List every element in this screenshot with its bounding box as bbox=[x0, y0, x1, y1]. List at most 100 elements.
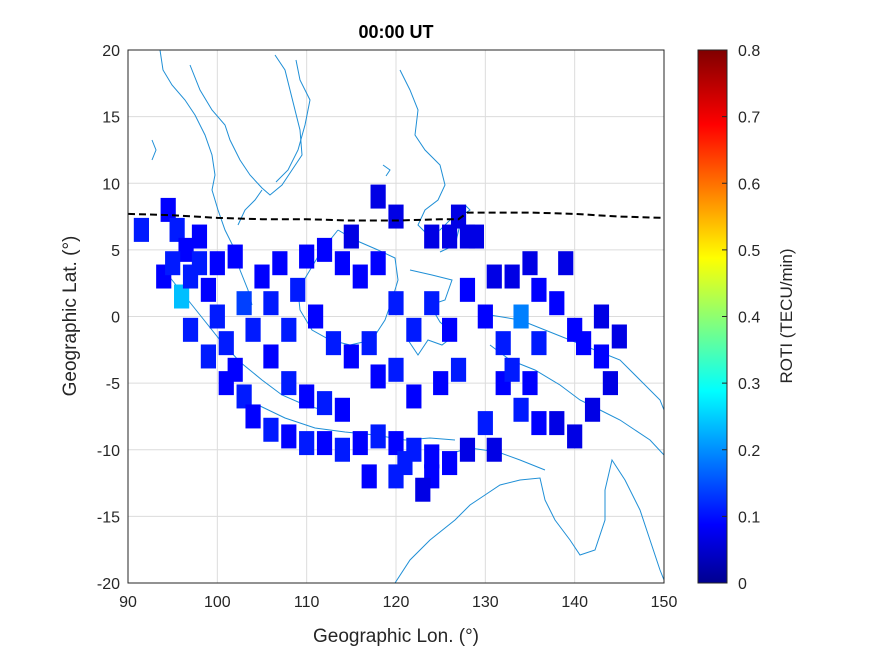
roti-cell bbox=[343, 224, 359, 249]
roti-cell bbox=[522, 251, 538, 276]
roti-cell bbox=[209, 251, 225, 276]
roti-cell bbox=[531, 277, 547, 302]
roti-cell bbox=[450, 357, 467, 382]
roti-cell bbox=[191, 224, 208, 249]
coastline-small-2 bbox=[382, 164, 391, 177]
roti-cell bbox=[191, 251, 208, 276]
coastline-vietnam bbox=[275, 59, 311, 183]
roti-cell bbox=[584, 397, 601, 422]
y-tick-label: 5 bbox=[111, 243, 120, 260]
roti-cell bbox=[370, 184, 386, 209]
coastline-small-1 bbox=[151, 139, 157, 161]
roti-cell bbox=[459, 437, 476, 462]
roti-cell bbox=[299, 384, 315, 409]
x-tick-label: 120 bbox=[383, 594, 410, 611]
roti-cell bbox=[316, 391, 333, 416]
roti-cell bbox=[450, 204, 467, 229]
roti-cell bbox=[442, 317, 458, 342]
colorbar-ticks: 0 0.1 0.2 0.3 0.4 0.5 0.6 0.7 0.8 bbox=[722, 43, 760, 593]
colorbar-tick-label: 0.3 bbox=[738, 376, 760, 393]
roti-cell bbox=[200, 277, 216, 302]
coastline-australia bbox=[394, 458, 664, 583]
x-tick-label: 140 bbox=[561, 594, 588, 611]
y-tick-label: -5 bbox=[106, 376, 120, 393]
roti-cell bbox=[388, 431, 404, 456]
roti-cell bbox=[263, 417, 279, 442]
roti-cell bbox=[343, 344, 359, 369]
x-tick-label: 130 bbox=[472, 594, 499, 611]
roti-cell bbox=[254, 264, 270, 289]
y-tick-label: -10 bbox=[97, 443, 120, 460]
roti-cell bbox=[415, 477, 431, 502]
roti-cell bbox=[513, 397, 529, 422]
roti-cell bbox=[299, 244, 315, 269]
y-tick-label: 0 bbox=[111, 310, 120, 327]
roti-cell bbox=[236, 291, 252, 316]
colorbar-tick-label: 0.7 bbox=[738, 110, 760, 127]
roti-cell bbox=[174, 284, 190, 309]
roti-cell bbox=[513, 304, 529, 329]
roti-cell bbox=[459, 277, 476, 302]
roti-cell bbox=[593, 344, 610, 369]
colorbar-tick-label: 0.8 bbox=[738, 43, 760, 60]
roti-cell bbox=[361, 331, 377, 356]
x-axis-label: Geographic Lon. (°) bbox=[313, 626, 479, 647]
roti-cell bbox=[218, 371, 234, 396]
roti-cell bbox=[165, 251, 181, 276]
x-axis: 90 100 110 120 130 140 150 bbox=[119, 594, 677, 611]
roti-cell bbox=[263, 291, 279, 316]
roti-cells bbox=[133, 184, 627, 502]
chart-title: 00:00 UT bbox=[358, 22, 433, 42]
roti-cell bbox=[468, 224, 484, 249]
roti-cell bbox=[263, 344, 279, 369]
x-tick-label: 110 bbox=[294, 594, 320, 611]
colorbar-label: ROTI (TECU/min) bbox=[777, 248, 796, 383]
roti-cell bbox=[316, 237, 333, 262]
roti-cell bbox=[370, 364, 386, 389]
roti-cell bbox=[567, 424, 583, 449]
roti-cell bbox=[218, 331, 234, 356]
roti-cell bbox=[495, 331, 511, 356]
roti-cell bbox=[334, 251, 350, 276]
roti-cell bbox=[602, 371, 618, 396]
coastline-sulawesi bbox=[407, 269, 456, 356]
roti-cell bbox=[504, 357, 520, 382]
roti-cell bbox=[182, 317, 199, 342]
roti-cell bbox=[576, 331, 592, 356]
roti-cell bbox=[325, 331, 342, 356]
y-axis: 20 15 10 5 0 -5 -10 -15 -20 bbox=[97, 43, 120, 593]
y-tick-label: 20 bbox=[102, 43, 120, 60]
roti-cell bbox=[169, 217, 185, 242]
roti-cell bbox=[370, 424, 386, 449]
roti-cell bbox=[531, 411, 547, 436]
roti-cell bbox=[424, 291, 440, 316]
roti-cell bbox=[406, 317, 422, 342]
y-axis-label: Geographic Lat. (°) bbox=[60, 236, 81, 397]
roti-cell bbox=[236, 384, 252, 409]
colorbar-tick-label: 0.5 bbox=[738, 243, 760, 260]
y-tick-label: -15 bbox=[97, 509, 120, 526]
roti-cell bbox=[486, 437, 502, 462]
roti-cell bbox=[334, 397, 350, 422]
plot-frame bbox=[127, 49, 665, 584]
roti-cell bbox=[272, 251, 288, 276]
roti-cell bbox=[209, 304, 225, 329]
x-tick-label: 90 bbox=[119, 594, 137, 611]
x-tick-label: 150 bbox=[651, 594, 678, 611]
roti-cell bbox=[549, 291, 565, 316]
roti-cell bbox=[433, 371, 449, 396]
roti-cell bbox=[361, 464, 377, 489]
roti-cell bbox=[611, 324, 627, 349]
roti-cell bbox=[281, 424, 297, 449]
roti-cell bbox=[352, 264, 368, 289]
roti-cell bbox=[178, 237, 194, 262]
roti-cell bbox=[477, 304, 493, 329]
roti-cell bbox=[424, 444, 440, 469]
roti-cell bbox=[281, 317, 297, 342]
roti-cell bbox=[477, 411, 493, 436]
roti-cell bbox=[442, 451, 458, 476]
roti-cell bbox=[281, 371, 297, 396]
roti-cell bbox=[352, 431, 368, 456]
colorbar-tick-label: 0.4 bbox=[738, 310, 760, 327]
